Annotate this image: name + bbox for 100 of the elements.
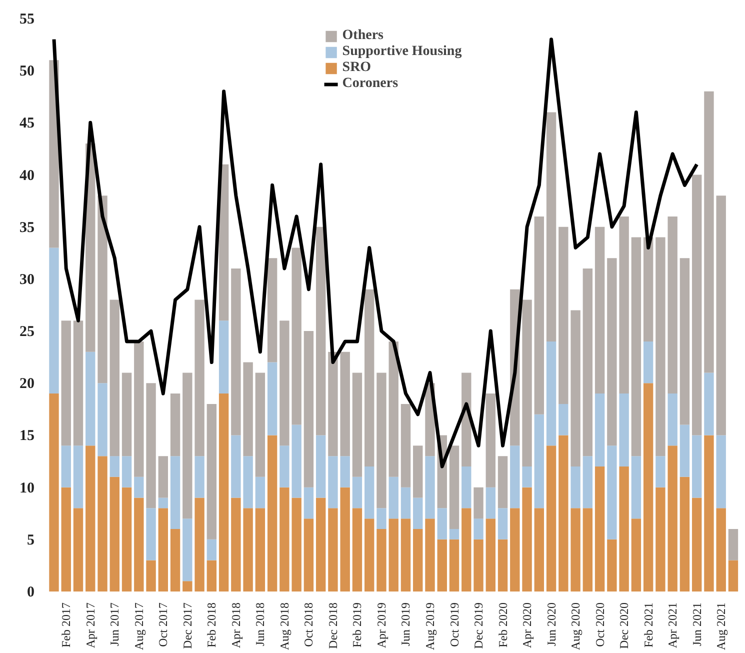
bar xyxy=(292,498,302,592)
bar xyxy=(607,539,617,592)
x-tick-label: Apr 2021 xyxy=(666,602,680,648)
bar xyxy=(98,383,108,456)
bar xyxy=(292,248,302,425)
bar xyxy=(486,487,496,519)
bar xyxy=(728,560,738,592)
x-tick-label: Jun 2021 xyxy=(690,602,704,646)
bar xyxy=(292,424,302,498)
bar xyxy=(619,394,629,466)
bar xyxy=(86,446,96,592)
bar xyxy=(146,560,156,592)
bar xyxy=(474,518,484,540)
bar xyxy=(413,528,423,592)
bar xyxy=(280,446,290,488)
bar xyxy=(328,508,338,592)
bar xyxy=(243,508,253,592)
bar xyxy=(474,539,484,592)
bar xyxy=(656,237,666,456)
bar xyxy=(449,539,460,592)
legend-label: Supportive Housing xyxy=(342,44,462,60)
bar xyxy=(668,216,678,394)
legend-label: SRO xyxy=(342,60,372,76)
bar xyxy=(692,174,702,436)
bar xyxy=(340,352,350,456)
x-tick-label: Jun 2020 xyxy=(544,602,558,646)
bar xyxy=(400,404,411,488)
bar xyxy=(158,498,168,508)
bar xyxy=(558,435,568,592)
bar xyxy=(61,320,71,446)
bar xyxy=(376,508,386,529)
bar xyxy=(582,508,593,592)
bar xyxy=(182,372,192,519)
bar xyxy=(352,476,362,508)
x-tick-label: Jun 2018 xyxy=(253,602,268,646)
x-tick-label: Oct 2020 xyxy=(592,602,607,647)
bar xyxy=(413,446,423,498)
bar xyxy=(510,446,520,508)
x-tick-label: Apr 2019 xyxy=(374,602,388,648)
bar xyxy=(656,487,666,592)
bar xyxy=(558,404,568,436)
x-tick-label: Aug 2018 xyxy=(277,602,292,650)
bar xyxy=(522,487,532,592)
bar xyxy=(255,508,266,592)
bar xyxy=(170,456,180,529)
bar xyxy=(170,528,180,592)
bar xyxy=(704,435,714,592)
bar xyxy=(582,268,593,456)
bar xyxy=(570,508,580,592)
bar xyxy=(631,456,642,519)
bar xyxy=(607,446,617,540)
bar xyxy=(280,320,290,446)
bar xyxy=(122,456,132,488)
bar xyxy=(413,498,423,529)
bar xyxy=(340,487,350,592)
bar xyxy=(267,258,278,362)
y-tick-label: 10 xyxy=(20,480,34,496)
bar xyxy=(594,394,605,466)
bar xyxy=(668,394,678,446)
bar xyxy=(304,487,314,519)
bar xyxy=(594,226,605,394)
bar xyxy=(680,258,690,425)
x-tick-label: Dec 2018 xyxy=(326,602,340,649)
bar xyxy=(704,91,714,373)
x-tick-label: Aug 2020 xyxy=(568,602,583,650)
bar xyxy=(582,456,593,508)
line-series xyxy=(52,38,699,468)
bar xyxy=(328,352,338,456)
bar xyxy=(243,362,253,456)
bar xyxy=(304,518,314,592)
bar xyxy=(510,508,520,592)
bar xyxy=(86,352,96,446)
bar xyxy=(194,498,204,592)
bar xyxy=(280,487,290,592)
bar xyxy=(643,341,654,384)
bar xyxy=(110,300,120,456)
bar xyxy=(570,310,580,466)
bar xyxy=(692,435,702,498)
bar xyxy=(425,456,435,519)
bar xyxy=(364,289,374,466)
y-tick-label: 20 xyxy=(20,376,34,392)
bar xyxy=(704,372,714,436)
bar xyxy=(255,476,266,508)
bar xyxy=(716,196,726,436)
bar xyxy=(206,404,217,540)
x-tick-label: Oct 2018 xyxy=(302,602,316,647)
bar xyxy=(158,456,168,498)
bar xyxy=(98,456,108,592)
bar xyxy=(376,528,386,592)
bar xyxy=(122,487,132,592)
bar xyxy=(49,394,59,592)
x-tick-label: Dec 2019 xyxy=(472,602,486,649)
y-tick-label: 45 xyxy=(20,116,34,132)
bar xyxy=(643,237,654,342)
bar xyxy=(388,518,398,592)
y-tick-label: 5 xyxy=(27,532,34,548)
bar xyxy=(607,258,617,446)
bar xyxy=(218,394,229,592)
bar xyxy=(49,248,59,394)
bar xyxy=(486,394,496,488)
